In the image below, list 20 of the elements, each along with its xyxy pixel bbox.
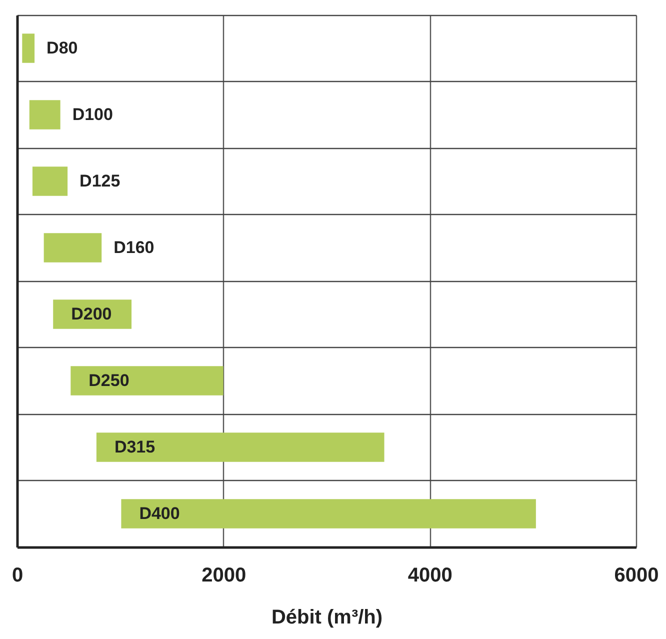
x-tick-label: 0 [12, 564, 24, 586]
y-tick-label: D250 [88, 370, 130, 390]
x-tick-label: 6000 [614, 564, 659, 586]
bar [96, 432, 384, 462]
bar [121, 499, 536, 528]
x-tick-label: 2000 [202, 564, 246, 586]
y-tick-label: D400 [139, 504, 180, 523]
bar [44, 233, 102, 262]
x-axis-title: Débit (m³/h) [271, 606, 383, 628]
bar [22, 34, 35, 63]
y-tick-label: D125 [80, 171, 120, 190]
y-tick-label: D200 [71, 304, 112, 324]
x-tick-label: 4000 [408, 564, 452, 586]
bar [70, 366, 224, 396]
bar [32, 166, 68, 196]
y-tick-label: D100 [72, 104, 113, 124]
y-tick-label: D160 [114, 238, 154, 257]
y-tick-label: D315 [114, 437, 156, 456]
bar [29, 100, 60, 130]
y-tick-label: D80 [46, 38, 78, 58]
